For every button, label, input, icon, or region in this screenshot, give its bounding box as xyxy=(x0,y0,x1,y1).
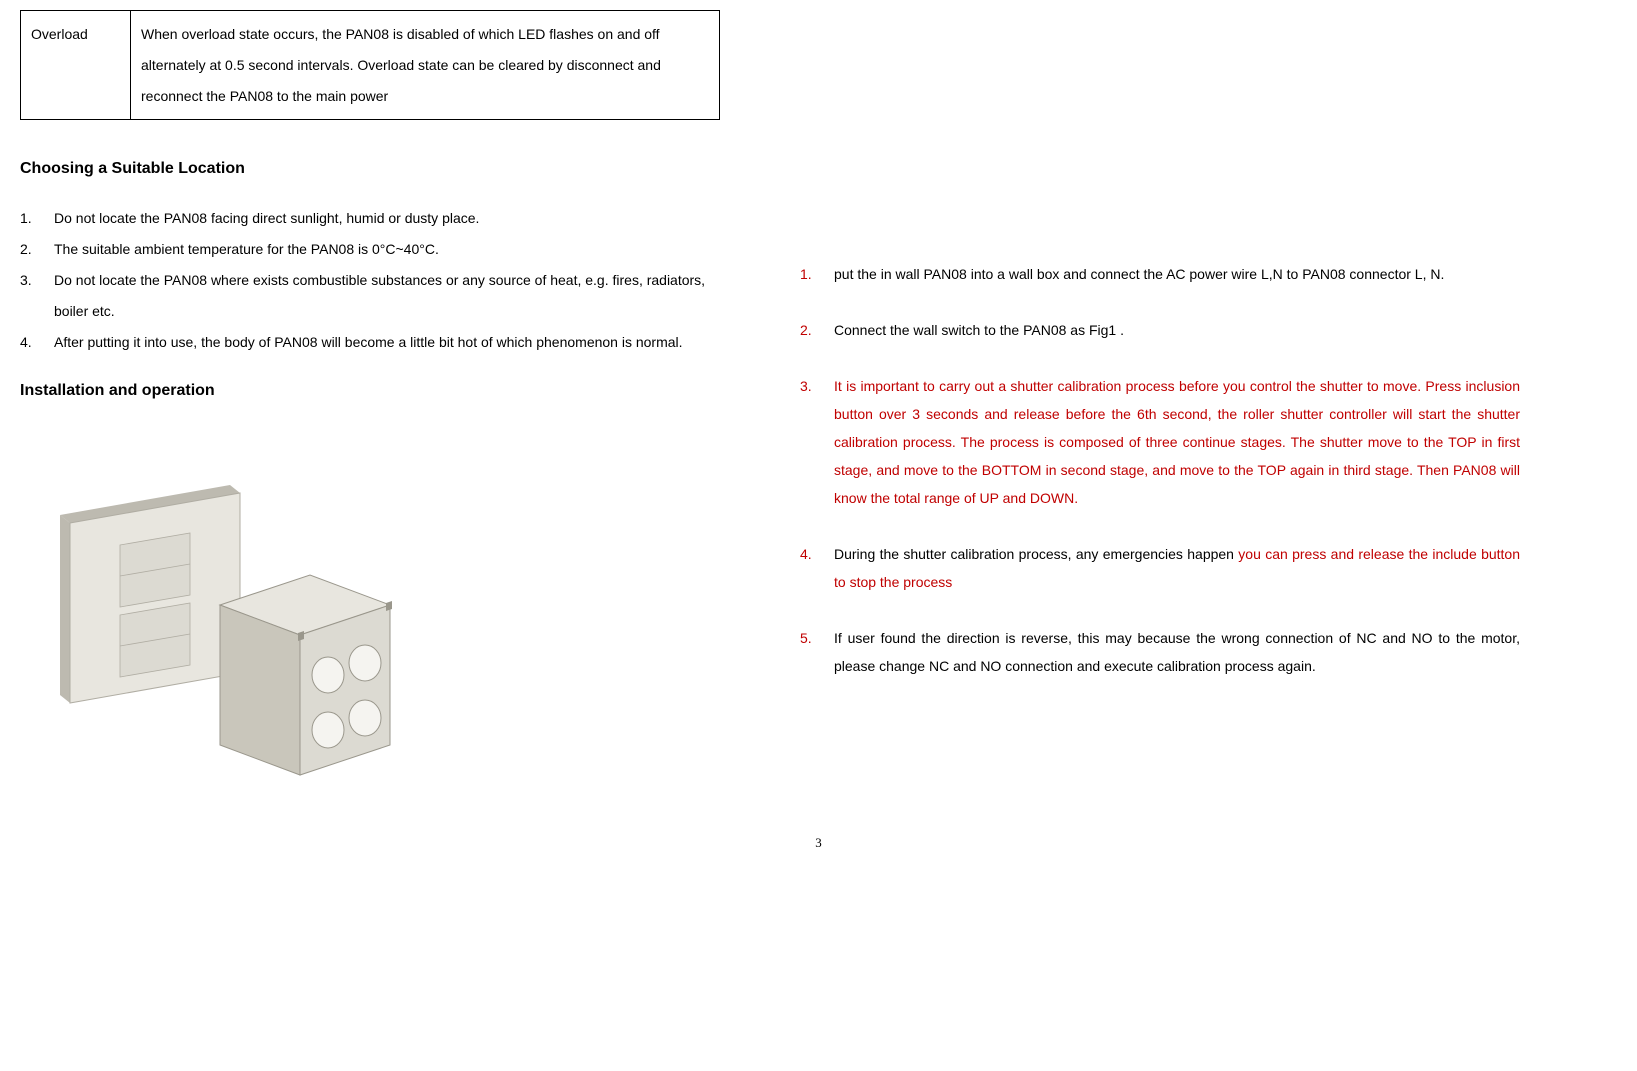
step-text: Connect the wall switch to the PAN08 as … xyxy=(834,322,1124,338)
location-item: The suitable ambient temperature for the… xyxy=(20,234,720,265)
location-item: After putting it into use, the body of P… xyxy=(20,327,720,358)
heading-install: Installation and operation xyxy=(20,382,720,400)
install-step: It is important to carry out a shutter c… xyxy=(800,372,1520,512)
install-steps-list: put the in wall PAN08 into a wall box an… xyxy=(800,260,1520,680)
overload-label-cell: Overload xyxy=(21,11,131,120)
install-step: put the in wall PAN08 into a wall box an… xyxy=(800,260,1520,288)
overload-desc-cell: When overload state occurs, the PAN08 is… xyxy=(131,11,720,120)
step-text: If user found the direction is reverse, … xyxy=(834,630,1520,674)
install-step: If user found the direction is reverse, … xyxy=(800,624,1520,680)
location-list: Do not locate the PAN08 facing direct su… xyxy=(20,203,720,357)
step-text-part: During the shutter calibration process, … xyxy=(834,546,1238,562)
step-text: It is important to carry out a shutter c… xyxy=(834,378,1520,506)
install-diagram xyxy=(20,425,420,825)
step-text: put the in wall PAN08 into a wall box an… xyxy=(834,266,1444,282)
install-step: During the shutter calibration process, … xyxy=(800,540,1520,596)
install-step: Connect the wall switch to the PAN08 as … xyxy=(800,316,1520,344)
page-number: 3 xyxy=(20,835,1617,851)
location-item: Do not locate the PAN08 facing direct su… xyxy=(20,203,720,234)
location-item: Do not locate the PAN08 where exists com… xyxy=(20,265,720,327)
wallbox-diagram-svg xyxy=(20,425,420,825)
heading-location: Choosing a Suitable Location xyxy=(20,160,720,178)
overload-table: Overload When overload state occurs, the… xyxy=(20,10,720,120)
